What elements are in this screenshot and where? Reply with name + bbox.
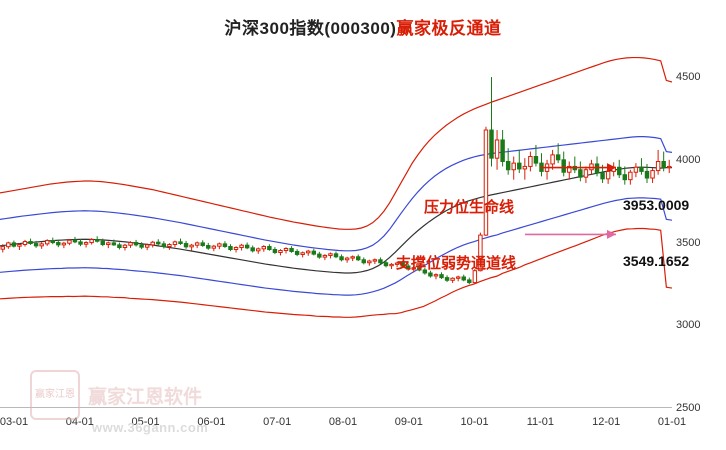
watermark-seal: 赢家江恩 bbox=[30, 370, 80, 420]
x-tick-label: 12-01 bbox=[592, 416, 621, 428]
support-value: 3549.1652 bbox=[623, 253, 690, 269]
x-tick-label: 11-01 bbox=[526, 416, 555, 428]
page-title: 沪深300指数(000300)赢家极反通道 bbox=[0, 14, 726, 39]
y-tick-label: 3000 bbox=[676, 319, 701, 332]
x-tick-label: 05-01 bbox=[131, 416, 160, 428]
support-annotation-label: 支撑位弱势通道线 bbox=[396, 255, 517, 272]
watermark-brand: 赢家江恩软件 bbox=[88, 386, 203, 408]
x-tick-label: 03-01 bbox=[0, 416, 29, 428]
title-accent: 赢家极反通道 bbox=[396, 19, 502, 38]
x-tick-label: 07-01 bbox=[263, 416, 292, 428]
title-main: 沪深300指数(000300) bbox=[224, 19, 397, 38]
x-tick-label: 10-01 bbox=[460, 416, 489, 428]
resistance-annotation-label: 压力位生命线 bbox=[424, 199, 515, 216]
watermark: 赢家江恩 赢家江恩软件 bbox=[30, 370, 202, 420]
x-tick-label: 06-01 bbox=[197, 416, 226, 428]
y-tick-label: 3500 bbox=[676, 236, 701, 249]
x-tick-label: 08-01 bbox=[328, 416, 358, 428]
y-tick-label: 2500 bbox=[676, 402, 701, 414]
y-axis: 2500 3000 3500 4000 4500 bbox=[672, 44, 726, 414]
watermark-url: www.36gann.com bbox=[92, 420, 209, 435]
x-tick-label: 09-01 bbox=[394, 416, 423, 428]
x-tick-label: 01-01 bbox=[657, 416, 687, 428]
y-tick-label: 4000 bbox=[676, 153, 701, 166]
plot-area bbox=[0, 44, 673, 408]
resistance-value: 3953.0009 bbox=[623, 197, 690, 213]
y-tick-label: 4500 bbox=[676, 71, 701, 84]
chart-svg bbox=[0, 56, 673, 408]
